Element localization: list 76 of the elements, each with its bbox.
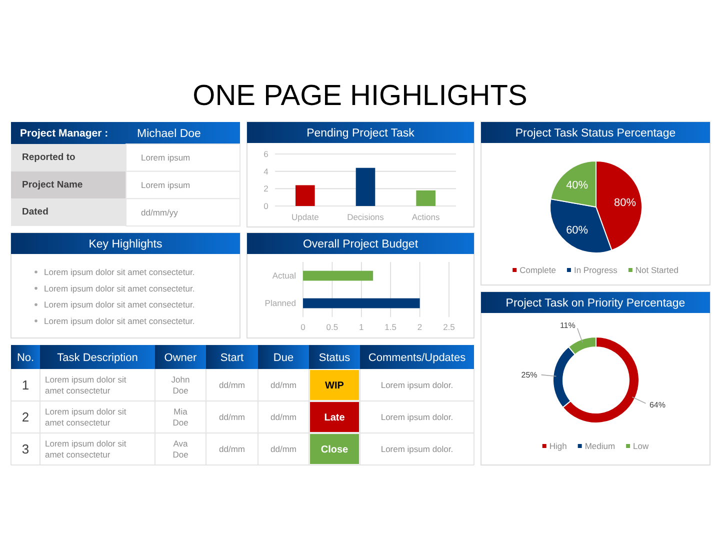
text: Late	[324, 412, 346, 424]
x-tick-label: Update	[291, 212, 320, 222]
y-tick-label: 0	[264, 200, 269, 211]
legend-label: Not Started	[635, 264, 679, 275]
text: Lorem ipsum	[141, 152, 190, 163]
text: Project Manager :	[20, 128, 108, 140]
text: dd/mm	[219, 380, 245, 390]
text: John Doe	[171, 374, 190, 396]
x-tick-label: 1	[359, 322, 364, 332]
text: Lorem ipsum dolor sit amet consectetur	[45, 438, 127, 460]
text: Lorem ipsum	[141, 180, 190, 190]
category-label: Task Description	[57, 352, 138, 364]
y-tick-label: Planned	[264, 298, 296, 308]
text: Mia Doe	[172, 406, 189, 428]
text: Ava Doe	[172, 438, 189, 460]
y-tick-label: 2	[264, 184, 269, 194]
legend-label: Medium	[584, 440, 616, 451]
category-label: Owner	[164, 352, 198, 364]
y-tick-label: 4	[264, 166, 269, 176]
text: dd/mm	[219, 412, 245, 422]
text: dd/mm/yy	[141, 207, 179, 218]
text: Project Name	[22, 179, 83, 190]
text: Lorem ipsum dolor sit amet consectetur.	[44, 300, 195, 310]
bar	[416, 190, 436, 206]
text: Lorem ipsum dolor sit amet consectetur	[45, 374, 127, 396]
text: 1	[22, 378, 30, 393]
x-tick-label: 0	[300, 322, 306, 332]
data-label: 11%	[560, 321, 576, 330]
bar	[356, 168, 376, 206]
category-label: No.	[16, 352, 34, 364]
x-tick-label: 0.5	[326, 322, 338, 332]
text: Lorem ipsum dolor sit amet consectetur.	[44, 266, 195, 277]
text: Lorem ipsum dolor sit amet consectetur.	[44, 283, 195, 294]
text: Lorem ipsum dolor sit amet consectetur	[45, 406, 127, 428]
x-tick-label: Decisions	[347, 212, 384, 222]
text: Lorem ipsum dolor.	[380, 380, 454, 390]
category-label: Comments/Updates	[368, 352, 466, 364]
chart-title: Overall Project Budget	[302, 238, 419, 251]
legend-label: High	[549, 440, 568, 451]
text: WIP	[325, 380, 344, 392]
chart-title: Project Task on Priority Percentage	[506, 298, 686, 310]
x-tick-label: Actions	[412, 212, 440, 222]
bar	[296, 185, 315, 206]
data-label: 25%	[521, 370, 538, 380]
text: Lorem ipsum dolor.	[380, 444, 454, 454]
legend-label: In Progress	[574, 264, 618, 275]
text: Reported to	[22, 152, 76, 163]
text: dd/mm	[219, 444, 245, 454]
y-tick-label: 6	[264, 148, 269, 159]
text: 2	[22, 410, 30, 425]
data-label: 80%	[614, 196, 636, 209]
category-label: Due	[273, 352, 294, 364]
legend-label: Complete	[520, 264, 556, 275]
text: dd/mm	[270, 444, 296, 454]
y-tick-label: Actual	[272, 270, 296, 281]
x-tick-label: 2	[417, 322, 422, 332]
text: dd/mm	[270, 380, 296, 390]
text: ONE PAGE HIGHLIGHTS	[192, 80, 528, 112]
x-tick-label: 1.5	[384, 322, 397, 332]
data-label: 64%	[649, 400, 666, 410]
text: Lorem ipsum dolor sit amet consectetur.	[44, 316, 195, 326]
text: 3	[22, 442, 30, 457]
category-label: Status	[318, 352, 351, 364]
text: Dated	[22, 206, 49, 218]
text: Michael Doe	[137, 128, 201, 140]
chart-title: Project Task Status Percentage	[515, 128, 676, 140]
data-label: 40%	[566, 179, 588, 192]
text: Key Highlights	[88, 238, 162, 251]
chart-title: Pending Project Task	[306, 128, 415, 140]
legend-label: Low	[633, 440, 650, 451]
x-tick-label: 2.5	[443, 322, 456, 332]
text: Close	[320, 444, 349, 456]
category-label: Start	[220, 352, 244, 364]
data-label: 60%	[566, 224, 588, 236]
text: dd/mm	[270, 412, 296, 422]
text: Lorem ipsum dolor.	[380, 412, 454, 422]
